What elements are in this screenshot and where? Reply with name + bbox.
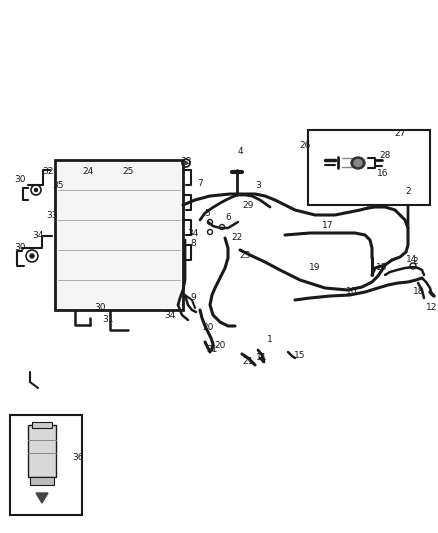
Bar [308,130,430,205]
Text: 2: 2 [412,256,418,265]
Text: 14: 14 [406,255,418,264]
Bar [28,425,56,477]
Text: 36: 36 [72,453,84,462]
Text: 27: 27 [394,130,406,139]
Ellipse shape [354,159,362,166]
Text: 35: 35 [52,181,64,190]
Text: 24: 24 [82,166,94,175]
Bar [10,415,82,515]
Text: 5: 5 [204,208,210,217]
Text: 15: 15 [294,351,306,359]
Text: 21: 21 [206,344,218,353]
Text: 10: 10 [346,287,358,296]
Bar [32,422,52,428]
Text: 34: 34 [32,230,44,239]
Bar [55,160,183,310]
Text: 30: 30 [94,303,106,312]
Text: 18: 18 [413,287,425,295]
Text: 1: 1 [267,335,273,344]
Text: 28: 28 [379,150,391,159]
Ellipse shape [351,157,365,169]
Text: 13: 13 [376,263,388,272]
Text: 20: 20 [202,324,214,333]
Text: 9: 9 [190,294,196,303]
Text: 16: 16 [377,169,389,179]
Circle shape [184,161,187,165]
Text: 22: 22 [231,233,243,243]
Text: 7: 7 [197,179,203,188]
Text: 23: 23 [239,252,251,261]
Text: 34: 34 [164,311,176,319]
Text: 21: 21 [242,358,254,367]
Text: 6: 6 [225,214,231,222]
Text: 30: 30 [14,175,26,184]
Text: 25: 25 [122,166,134,175]
Text: 19: 19 [309,263,321,272]
Bar [30,477,54,485]
Text: 2: 2 [405,187,411,196]
Text: 33: 33 [46,211,58,220]
Text: 26: 26 [299,141,311,149]
Text: 29: 29 [242,200,254,209]
Text: 30: 30 [14,244,26,253]
Text: 31: 31 [102,316,114,325]
Text: 11: 11 [256,352,268,361]
Text: 20: 20 [214,341,226,350]
Text: 12: 12 [426,303,438,312]
Text: 3: 3 [255,181,261,190]
Circle shape [30,254,34,258]
Text: 17: 17 [322,221,334,230]
Text: 8: 8 [190,238,196,247]
Circle shape [35,189,38,191]
Polygon shape [36,493,48,503]
Text: 34: 34 [187,229,199,238]
Text: 4: 4 [237,148,243,157]
Text: 32: 32 [42,167,54,176]
Text: 33: 33 [180,157,192,166]
